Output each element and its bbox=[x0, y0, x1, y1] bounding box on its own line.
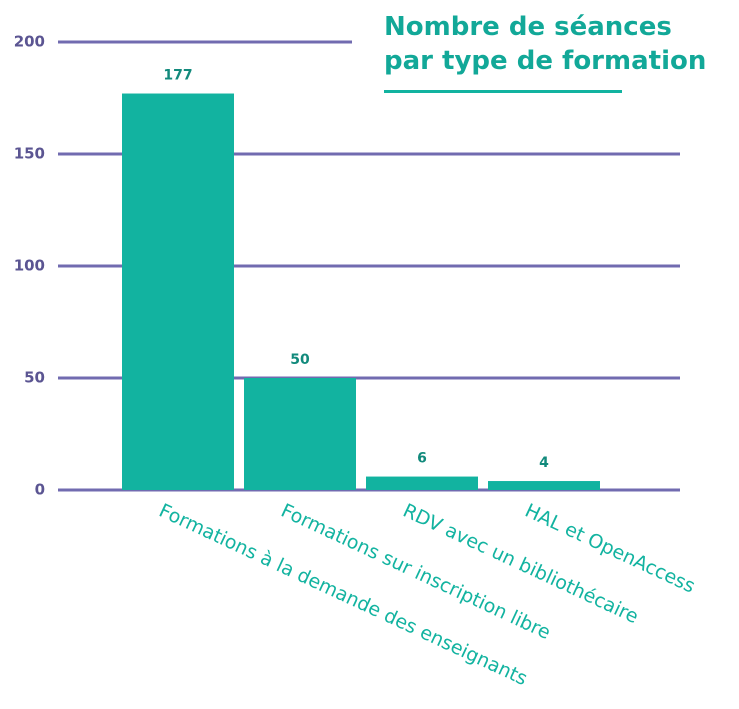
chart-title: Nombre de séances par type de formation bbox=[352, 10, 712, 90]
y-tick-label: 0 bbox=[35, 481, 45, 499]
value-label: 50 bbox=[290, 352, 310, 368]
y-tick-label: 200 bbox=[14, 33, 45, 51]
value-label: 6 bbox=[417, 451, 427, 467]
bar bbox=[366, 476, 478, 490]
bar bbox=[244, 378, 356, 490]
y-tick-label: 100 bbox=[14, 257, 45, 275]
bar bbox=[488, 481, 600, 490]
y-tick-label: 150 bbox=[14, 145, 45, 163]
y-tick-label: 50 bbox=[24, 369, 45, 387]
title-underline bbox=[384, 90, 622, 93]
value-label: 177 bbox=[163, 68, 192, 84]
value-label: 4 bbox=[539, 455, 549, 471]
bar bbox=[122, 93, 234, 491]
